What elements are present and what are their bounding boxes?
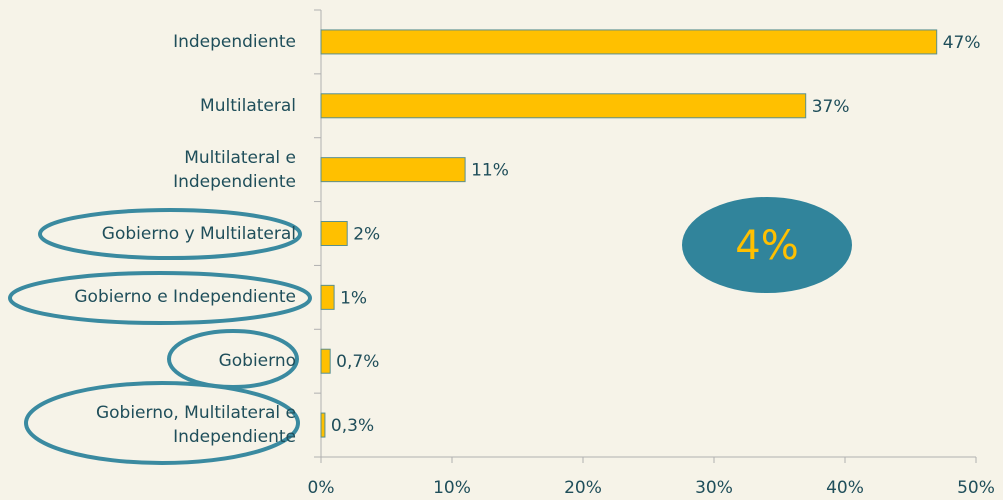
bar xyxy=(320,221,348,246)
category-label: Multilateral xyxy=(200,95,296,116)
x-tick-label: 30% xyxy=(695,478,733,498)
value-label: 0,3% xyxy=(331,416,374,436)
category-label: Gobierno, Multilateral e Independiente xyxy=(95,403,296,448)
value-label: 11% xyxy=(471,161,509,181)
highlight-ellipse xyxy=(24,381,300,465)
x-tick-label: 20% xyxy=(564,478,602,498)
bar xyxy=(320,29,938,55)
annotation-bubble xyxy=(682,197,852,293)
bar xyxy=(320,348,331,374)
category-label: Independiente xyxy=(173,31,296,52)
x-tick-label: 40% xyxy=(826,478,864,498)
bar xyxy=(320,157,466,183)
value-label: 2% xyxy=(353,225,380,245)
bar xyxy=(320,412,326,438)
category-label: Gobierno xyxy=(218,351,296,372)
value-label: 37% xyxy=(812,97,850,117)
category-label: Gobierno e Independiente xyxy=(74,287,296,308)
x-tick-label: 10% xyxy=(433,478,471,498)
value-label: 0,7% xyxy=(336,352,379,372)
bar xyxy=(320,284,335,310)
x-tick-label: 50% xyxy=(957,478,995,498)
category-label: Multilateral e Independiente xyxy=(173,147,296,192)
highlight-ellipse xyxy=(38,208,302,260)
x-tick-label: 0% xyxy=(308,478,335,498)
bar xyxy=(320,93,807,119)
value-label: 47% xyxy=(943,33,981,53)
annotation: 4% xyxy=(735,223,798,269)
value-label: 1% xyxy=(340,288,367,308)
category-label: Gobierno y Multilateral xyxy=(101,223,296,244)
highlight-ellipse xyxy=(8,271,312,325)
